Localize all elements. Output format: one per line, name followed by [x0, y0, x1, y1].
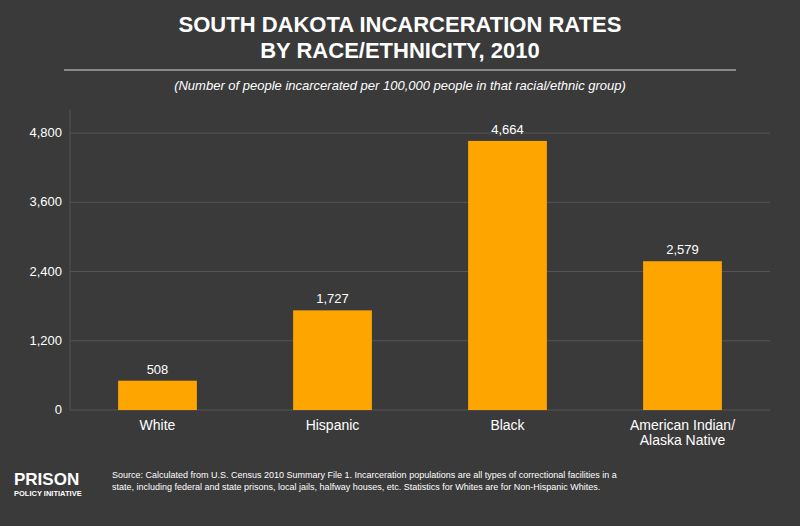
data-label: 4,664: [491, 122, 524, 137]
y-tick-label: 2,400: [29, 264, 62, 279]
data-label: 508: [147, 362, 169, 377]
x-tick-label: Hispanic: [306, 417, 360, 433]
source-note: Source: Calculated from U.S. Census 2010…: [112, 470, 617, 492]
chart: SOUTH DAKOTA INCARCERATION RATESBY RACE/…: [0, 0, 800, 526]
y-tick-label: 4,800: [29, 125, 62, 140]
title-line: SOUTH DAKOTA INCARCERATION RATES: [179, 12, 622, 37]
data-label: 2,579: [666, 242, 699, 257]
bar: [118, 381, 197, 410]
bar: [293, 310, 372, 410]
bars: [118, 141, 722, 410]
source-note-line: state, including federal and state priso…: [112, 482, 600, 492]
source-note-line: Source: Calculated from U.S. Census 2010…: [112, 470, 617, 480]
grid-line: [70, 133, 770, 134]
x-tick-label-line: Alaska Native: [640, 432, 726, 448]
subtitle: (Number of people incarcerated per 100,0…: [174, 78, 626, 93]
x-tick-label-line: Black: [490, 417, 525, 433]
data-label: 1,727: [316, 291, 349, 306]
bar: [468, 141, 547, 410]
y-tick-label: 3,600: [29, 194, 62, 209]
y-tick-label: 0: [55, 402, 62, 417]
background: [0, 0, 800, 526]
bar: [643, 261, 722, 410]
labels: 508 White 1,727 Hispanic 4,664 Black 2,579 Amer…: [140, 122, 736, 448]
title-line: BY RACE/ETHNICITY, 2010: [260, 38, 540, 63]
x-tick-label-line: White: [140, 417, 176, 433]
x-tick-label: White: [140, 417, 176, 433]
y-axis-line: [70, 110, 71, 410]
x-tick-label-line: Hispanic: [306, 417, 360, 433]
x-tick-label: Black: [490, 417, 525, 433]
logo-subtext: POLICY INITIATIVE: [14, 489, 82, 498]
x-tick-label-line: American Indian/: [630, 417, 735, 433]
logo-text: PRISON: [14, 470, 79, 489]
title-rule: [64, 70, 736, 71]
chart-container: SOUTH DAKOTA INCARCERATION RATESBY RACE/…: [0, 0, 800, 526]
x-tick-label: American Indian/Alaska Native: [630, 417, 735, 448]
y-tick-label: 1,200: [29, 333, 62, 348]
title: SOUTH DAKOTA INCARCERATION RATESBY RACE/…: [179, 12, 622, 63]
grid-line: [70, 202, 770, 203]
